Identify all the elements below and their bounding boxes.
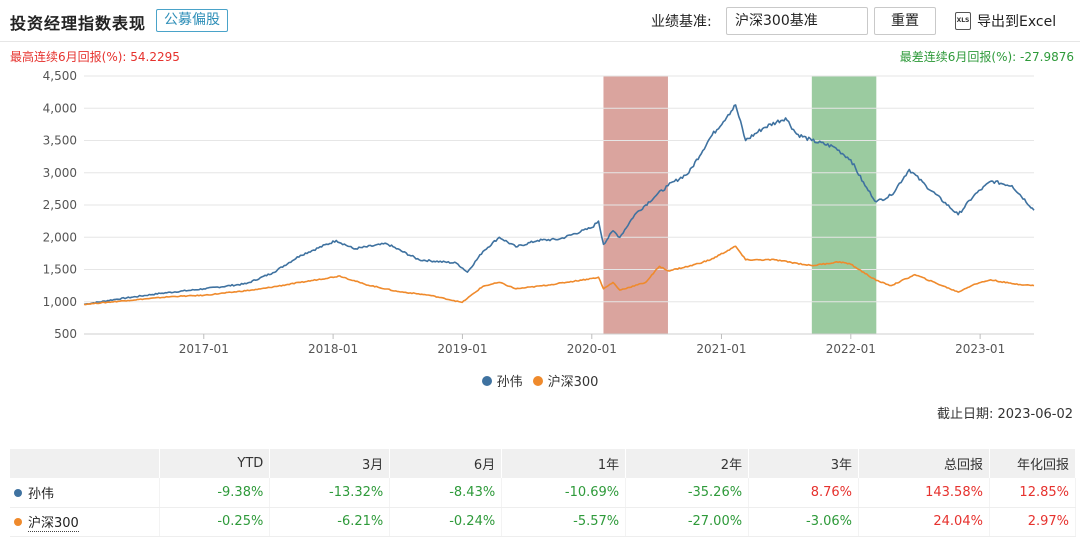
legend-item-benchmark[interactable]: 沪深300 (532, 371, 599, 390)
col-header-ytd: YTD (159, 449, 271, 478)
y-tick-label: 2,500 (43, 198, 77, 212)
benchmark-label: 业绩基准: (651, 14, 712, 30)
col-header-2y: 2年 (625, 449, 750, 478)
cell-6m: -0.24% (389, 507, 503, 537)
cell-total: 24.04% (858, 507, 990, 537)
row-name-benchmark[interactable]: 沪深300 (10, 507, 161, 537)
col-header-1y: 1年 (501, 449, 627, 478)
performance-chart: 500 1,000 1,500 2,000 2,500 3,000 3,500 4,000 4,… (43, 69, 1035, 356)
best-6m-return: 最高连续6月回报(%): 54.2295 (10, 50, 180, 64)
table-row-manager: 孙伟 -9.38% -13.32% -8.43% -10.69% -35.26%… (10, 478, 1077, 508)
cell-total: 143.58% (858, 478, 990, 508)
xls-file-icon: XLS (955, 12, 971, 30)
row-dot-manager (14, 488, 22, 497)
y-tick-label: 3,500 (43, 134, 77, 148)
y-tick-label: 1,000 (43, 295, 77, 309)
col-header-annualized: 年化回报 (989, 449, 1077, 478)
x-tick-label: 2017-01 (179, 342, 229, 356)
cell-3y: 8.76% (748, 478, 860, 508)
col-header-6m: 6月 (389, 449, 503, 478)
cell-1y: -10.69% (501, 478, 627, 508)
legend-label-manager: 孙伟 (496, 375, 523, 390)
x-tick-label: 2019-01 (437, 342, 487, 356)
y-tick-label: 1,500 (43, 263, 77, 277)
col-header-3m: 3月 (269, 449, 391, 478)
cell-2y: -35.26% (625, 478, 750, 508)
y-tick-label: 4,500 (43, 69, 77, 83)
performance-table: YTD 3月 6月 1年 2年 3年 总回报 年化回报 孙伟 -9.38% -1… (10, 449, 1077, 537)
cell-6m: -8.43% (389, 478, 503, 508)
cell-3y: -3.06% (748, 507, 860, 537)
cell-annualized: 12.85% (989, 478, 1077, 508)
benchmark-series-line (83, 245, 1035, 306)
manager-series-line (83, 104, 1035, 306)
benchmark-select[interactable]: 沪深300基准 (726, 7, 868, 35)
legend-dot-benchmark (532, 375, 543, 386)
legend-label-benchmark: 沪深300 (547, 375, 599, 390)
col-header-total: 总回报 (858, 449, 990, 478)
cell-1y: -5.57% (501, 507, 627, 537)
row-name-manager[interactable]: 孙伟 (10, 478, 161, 508)
col-header-name (10, 449, 161, 478)
chart-legend: 孙伟 沪深300 (0, 371, 1080, 390)
reset-button[interactable]: 重置 (874, 7, 936, 35)
cell-3m: -6.21% (269, 507, 391, 537)
x-tick-label: 2021-01 (696, 342, 746, 356)
export-excel-button[interactable]: XLS 导出到Excel (955, 9, 1056, 33)
toolbar: 投资经理指数表现 公募偏股 业绩基准: 沪深300基准 重置 XLS 导出到Ex… (0, 0, 1080, 42)
row-dot-benchmark (14, 518, 22, 526)
cell-ytd: -0.25% (159, 507, 271, 537)
x-tick-label: 2018-01 (308, 342, 358, 356)
cell-3m: -13.32% (269, 478, 391, 508)
export-label: 导出到Excel (977, 14, 1057, 30)
table-header-row: YTD 3月 6月 1年 2年 3年 总回报 年化回报 (10, 449, 1077, 478)
y-tick-label: 2,000 (43, 230, 77, 244)
as-of-date: 截止日期: 2023-06-02 (936, 407, 1073, 422)
cell-ytd: -9.38% (159, 478, 271, 508)
cell-2y: -27.00% (625, 507, 750, 537)
worst-6m-return: 最差连续6月回报(%): -27.9876 (899, 50, 1074, 64)
table-row-benchmark: 沪深300 -0.25% -6.21% -0.24% -5.57% -27.00… (10, 507, 1077, 537)
row-label-benchmark[interactable]: 沪深300 (28, 516, 79, 532)
row-label-manager: 孙伟 (28, 486, 55, 502)
col-header-3y: 3年 (748, 449, 860, 478)
x-tick-label: 2022-01 (826, 342, 876, 356)
fund-type-badge[interactable]: 公募偏股 (156, 9, 228, 32)
legend-item-manager[interactable]: 孙伟 (481, 371, 523, 390)
y-tick-label: 3,000 (43, 166, 77, 180)
y-tick-label: 4,000 (43, 101, 77, 115)
cell-annualized: 2.97% (989, 507, 1077, 537)
y-tick-label: 500 (54, 327, 77, 341)
x-tick-label: 2020-01 (567, 342, 617, 356)
legend-dot-manager (481, 375, 492, 386)
x-tick-label: 2023-01 (955, 342, 1005, 356)
page-title: 投资经理指数表现 (10, 14, 147, 33)
